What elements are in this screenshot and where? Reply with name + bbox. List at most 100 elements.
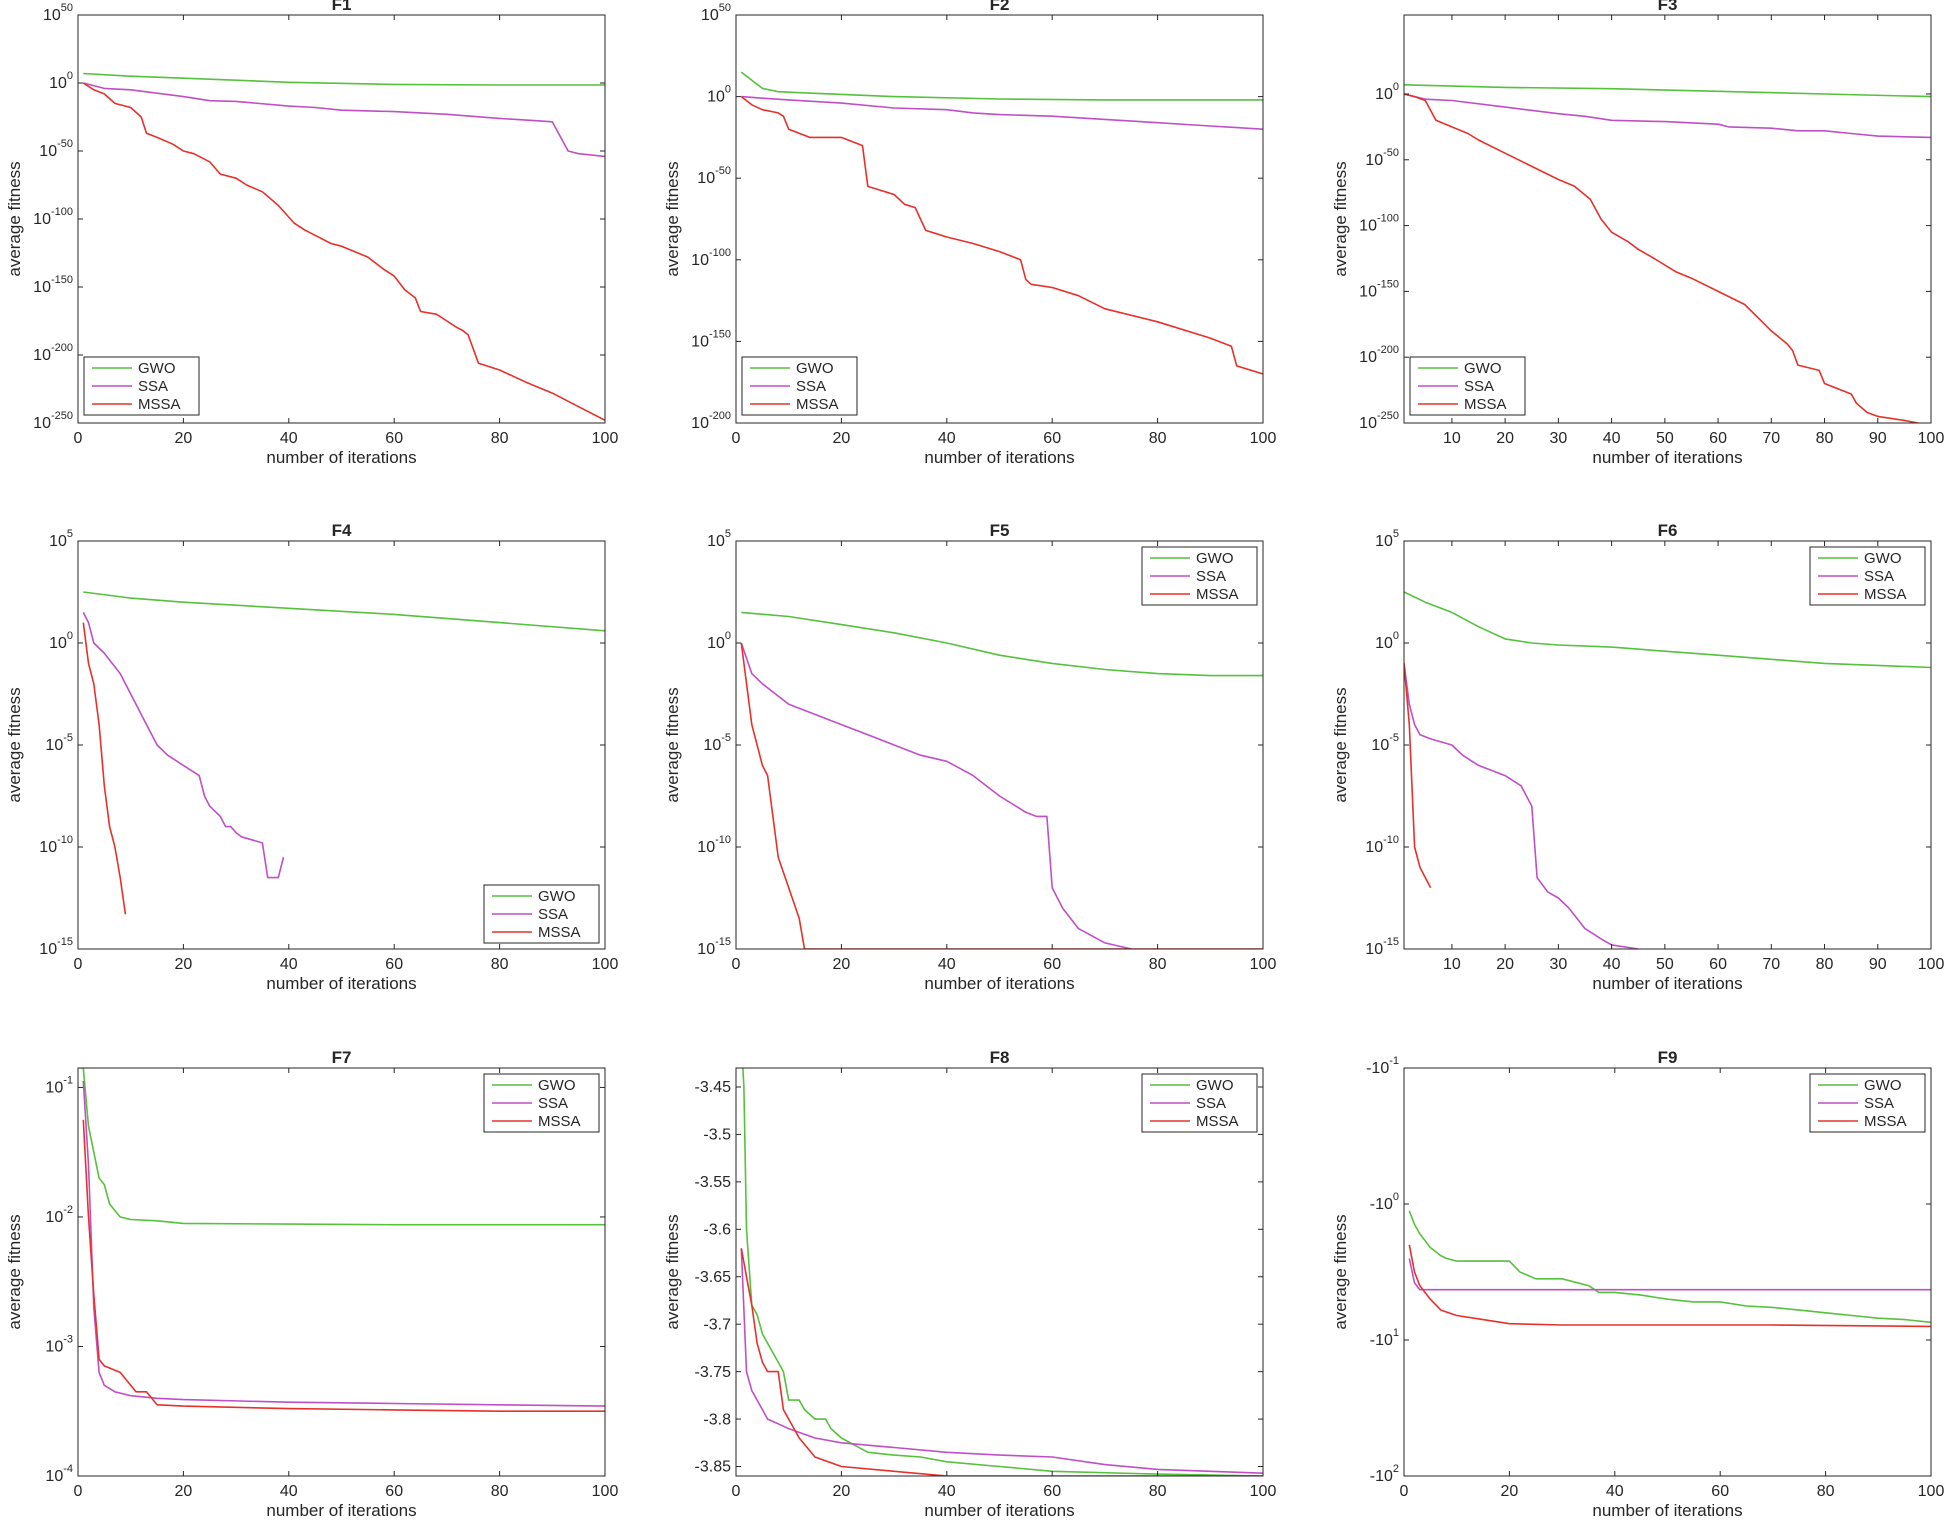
chart-title: F3	[1658, 0, 1678, 14]
x-tick-label: 10	[1443, 956, 1461, 973]
series-group	[740, 71, 1263, 375]
y-tick-label: 10-100	[1359, 212, 1399, 234]
legend-label-ssa: SSA	[1196, 1095, 1226, 1112]
series-line-mssa	[740, 1248, 1263, 1476]
x-axis-label: number of iterations	[1592, 974, 1742, 993]
x-tick-label: 0	[74, 1483, 83, 1500]
chart-title: F6	[1658, 521, 1678, 540]
x-tick-label: 40	[938, 1483, 956, 1500]
x-tick-label: 30	[1549, 430, 1567, 447]
y-tick-label: -3.55	[695, 1174, 732, 1191]
y-tick-label: 10-15	[697, 936, 731, 958]
x-tick-label: 80	[1817, 1483, 1835, 1500]
x-tick-label: 100	[1918, 1483, 1945, 1500]
x-tick-label: 70	[1762, 956, 1780, 973]
series-group	[82, 72, 605, 422]
y-tick-label: 10-5	[703, 732, 731, 754]
x-tick-label: 80	[1149, 1483, 1167, 1500]
series-line-ssa	[82, 612, 285, 879]
legend-label-mssa: MSSA	[1464, 396, 1507, 413]
y-tick-label: 105	[707, 528, 731, 550]
x-axis-label: number of iterations	[1592, 1501, 1742, 1520]
series-group	[740, 1068, 1263, 1476]
x-tick-label: 0	[74, 956, 83, 973]
legend-label-gwo: GWO	[138, 360, 176, 377]
series-group	[1404, 591, 1931, 949]
y-tick-label: 10-5	[45, 732, 73, 754]
series-line-ssa	[1408, 1258, 1931, 1291]
chart-title: F8	[990, 1048, 1010, 1067]
y-tick-label: 10-3	[45, 1333, 73, 1355]
legend-label-mssa: MSSA	[1864, 1113, 1907, 1130]
series-line-ssa	[1404, 93, 1931, 139]
x-tick-label: 80	[491, 956, 509, 973]
x-tick-label: 20	[1496, 956, 1514, 973]
series-line-gwo	[1404, 591, 1931, 669]
x-tick-label: 0	[732, 1483, 741, 1500]
chart-panel-f5: 0 20 40 60 80 100 10-15 10-10 10-5 100 105 F5 number…	[663, 521, 1276, 993]
series-line-gwo	[83, 72, 605, 86]
legend-box	[483, 884, 600, 944]
series-line-mssa	[1404, 663, 1432, 889]
y-tick-label: 10-150	[1359, 278, 1399, 300]
chart-panel-f3: 10 20 30 40 50 60 70 80 90 100 10-250 10-200 10-150 1…	[1331, 0, 1944, 467]
x-tick-label: 20	[1496, 430, 1514, 447]
y-axis-label: average fitness	[1331, 1214, 1350, 1329]
legend-label-ssa: SSA	[1864, 1095, 1894, 1112]
legend-label-gwo: GWO	[1864, 550, 1902, 567]
x-tick-label: 60	[1043, 1483, 1061, 1500]
x-tick-label: 20	[1501, 1483, 1519, 1500]
series-line-gwo	[80, 1068, 605, 1226]
series-line-mssa	[82, 622, 127, 915]
legend-label-ssa: SSA	[538, 1095, 568, 1112]
x-tick-label: 20	[833, 430, 851, 447]
y-tick-label: -3.45	[695, 1079, 732, 1096]
chart-panel-f7: 0 20 40 60 80 100 10-4 10-3 10-2 10-1 F7 number of …	[5, 1048, 618, 1520]
legend-label-ssa: SSA	[1464, 378, 1494, 395]
x-tick-label: 100	[592, 1483, 619, 1500]
y-tick-label: 10-200	[1359, 344, 1399, 366]
x-tick-label: 20	[833, 1483, 851, 1500]
y-tick-label: 100	[707, 630, 731, 652]
x-tick-label: 40	[938, 956, 956, 973]
series-group	[1404, 84, 1931, 423]
plot-frame	[735, 1067, 1264, 1477]
plot-frame	[1403, 14, 1932, 424]
legend-label-mssa: MSSA	[1196, 586, 1239, 603]
y-tick-label: 1050	[701, 2, 731, 24]
y-tick-label: -101	[1370, 1327, 1399, 1349]
x-tick-label: 20	[833, 956, 851, 973]
x-tick-label: 40	[280, 956, 298, 973]
y-tick-label: 10-250	[33, 410, 73, 432]
x-tick-label: 60	[385, 1483, 403, 1500]
x-tick-label: 60	[1709, 956, 1727, 973]
y-tick-label: 100	[1375, 630, 1399, 652]
x-tick-label: 100	[1250, 956, 1277, 973]
x-tick-label: 100	[1250, 430, 1277, 447]
y-tick-label: 10-50	[697, 165, 731, 187]
chart-title: F1	[332, 0, 352, 14]
chart-panel-f4: 0 20 40 60 80 100 10-15 10-10 10-5 100 105 F4 number…	[5, 521, 618, 993]
x-tick-label: 90	[1869, 430, 1887, 447]
chart-panel-f8: 0 20 40 60 80 100 -3.85 -3.8 -3.75 -3.7 -3.65 -3.6 -…	[663, 1048, 1276, 1520]
y-tick-label: 100	[49, 70, 73, 92]
chart-panel-f6: 10 20 30 40 50 60 70 80 90 100 10-15 10-10 10-5 100 10…	[1331, 521, 1944, 993]
x-tick-label: 100	[592, 956, 619, 973]
chart-panel-f9: 0 20 40 60 80 100 -10-1 -100 -101 -102 F9 number of…	[1331, 1048, 1944, 1520]
series-line-gwo	[1404, 84, 1931, 98]
series-group	[740, 611, 1263, 949]
x-tick-label: 80	[1149, 430, 1167, 447]
x-axis-label: number of iterations	[924, 1501, 1074, 1520]
series-line-gwo	[742, 1068, 1263, 1476]
x-tick-label: 0	[1400, 1483, 1409, 1500]
y-tick-label: 100	[1375, 81, 1399, 103]
legend-label-ssa: SSA	[796, 378, 826, 395]
y-tick-label: -3.85	[695, 1459, 732, 1476]
series-line-mssa	[740, 642, 1263, 949]
